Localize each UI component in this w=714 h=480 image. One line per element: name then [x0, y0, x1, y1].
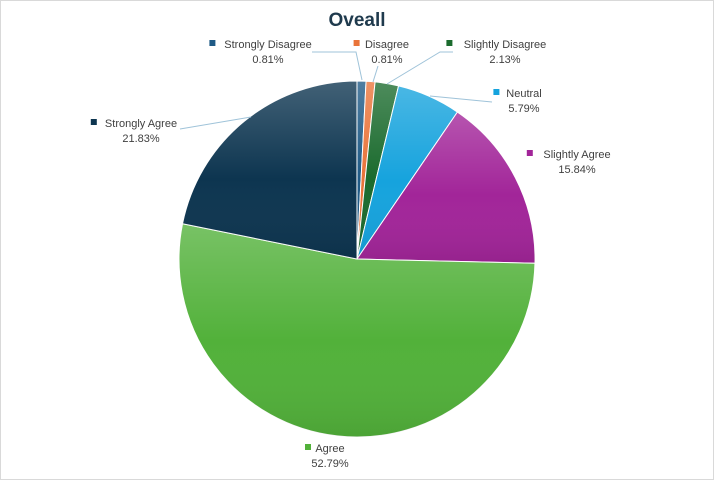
leader-line-neutral [429, 95, 493, 103]
chart-title: Oveall [328, 10, 386, 31]
slice-label-neutral: Neutral [506, 88, 541, 100]
slice-label-slightly-disagree: Slightly Disagree [464, 39, 547, 51]
legend-key-disagree [353, 40, 360, 46]
legend-key-slightly-agree [526, 150, 533, 156]
slice-percent-neutral: 5.79% [508, 103, 539, 115]
leader-line-strongly-agree [179, 116, 252, 130]
slice-label-strongly-agree: Strongly Agree [105, 118, 177, 130]
legend-key-strongly-disagree [209, 40, 216, 46]
legend-key-slightly-disagree [446, 40, 453, 46]
leader-line-strongly-disagree [312, 51, 363, 81]
slice-percent-strongly-disagree: 0.81% [252, 54, 283, 66]
slice-label-strongly-disagree: Strongly Disagree [224, 39, 311, 51]
legend-key-agree [305, 444, 311, 450]
slice-label-slightly-agree: Slightly Agree [543, 149, 610, 161]
leader-line-slightly-disagree [386, 51, 453, 85]
legend-key-strongly-agree [90, 119, 97, 125]
slice-percent-strongly-agree: 21.83% [122, 133, 160, 145]
legend-key-neutral [493, 89, 500, 95]
slice-percent-disagree: 0.81% [371, 54, 402, 66]
leader-line-disagree [372, 65, 379, 83]
slice-percent-agree: 52.79% [311, 458, 349, 470]
slice-percent-slightly-agree: 15.84% [558, 164, 596, 176]
slice-label-agree: Agree [315, 443, 344, 455]
slice-label-disagree: Disagree [365, 39, 409, 51]
slice-percent-slightly-disagree: 2.13% [489, 54, 520, 66]
